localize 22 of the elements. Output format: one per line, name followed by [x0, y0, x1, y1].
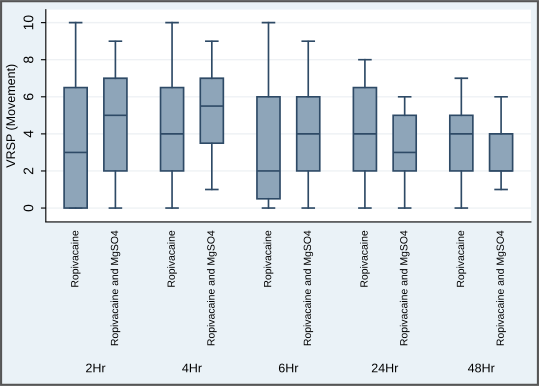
y-tick-label: 10 [24, 15, 34, 30]
text: 48Hr [468, 364, 495, 372]
x-tick-label: Ropivacaine [264, 230, 274, 287]
text: 24Hr [372, 364, 398, 372]
text: 4Hr [182, 364, 202, 372]
x-tick-label: Ropivacaine and MgSO4 [303, 230, 314, 346]
y-tick-label: 4 [24, 130, 34, 138]
x-tick-label: Ropivacaine and MgSO4 [110, 230, 120, 346]
text: 6Hr [278, 364, 298, 372]
y-tick-label: 6 [24, 94, 34, 100]
x-tick-label: Ropivacaine and MgSO4 [400, 230, 410, 346]
y-axis-title: VRSP (Movement) [6, 64, 18, 168]
y-tick-label: 8 [24, 56, 34, 63]
x-tick-label: Ropivacaine [70, 230, 80, 287]
x-tick-label: Ropivacaine and MgSO4 [206, 230, 217, 346]
x-tick-label: Ropivacaine [360, 230, 370, 287]
text: 2Hr [86, 364, 106, 372]
y-tick-label: 2 [24, 168, 34, 174]
x-tick-label: Ropivacaine [456, 230, 466, 287]
x-tick-label: Ropivacaine and MgSO4 [496, 230, 506, 346]
x-tick-label: Ropivacaine [167, 230, 177, 287]
y-tick-label: 0 [24, 204, 34, 212]
